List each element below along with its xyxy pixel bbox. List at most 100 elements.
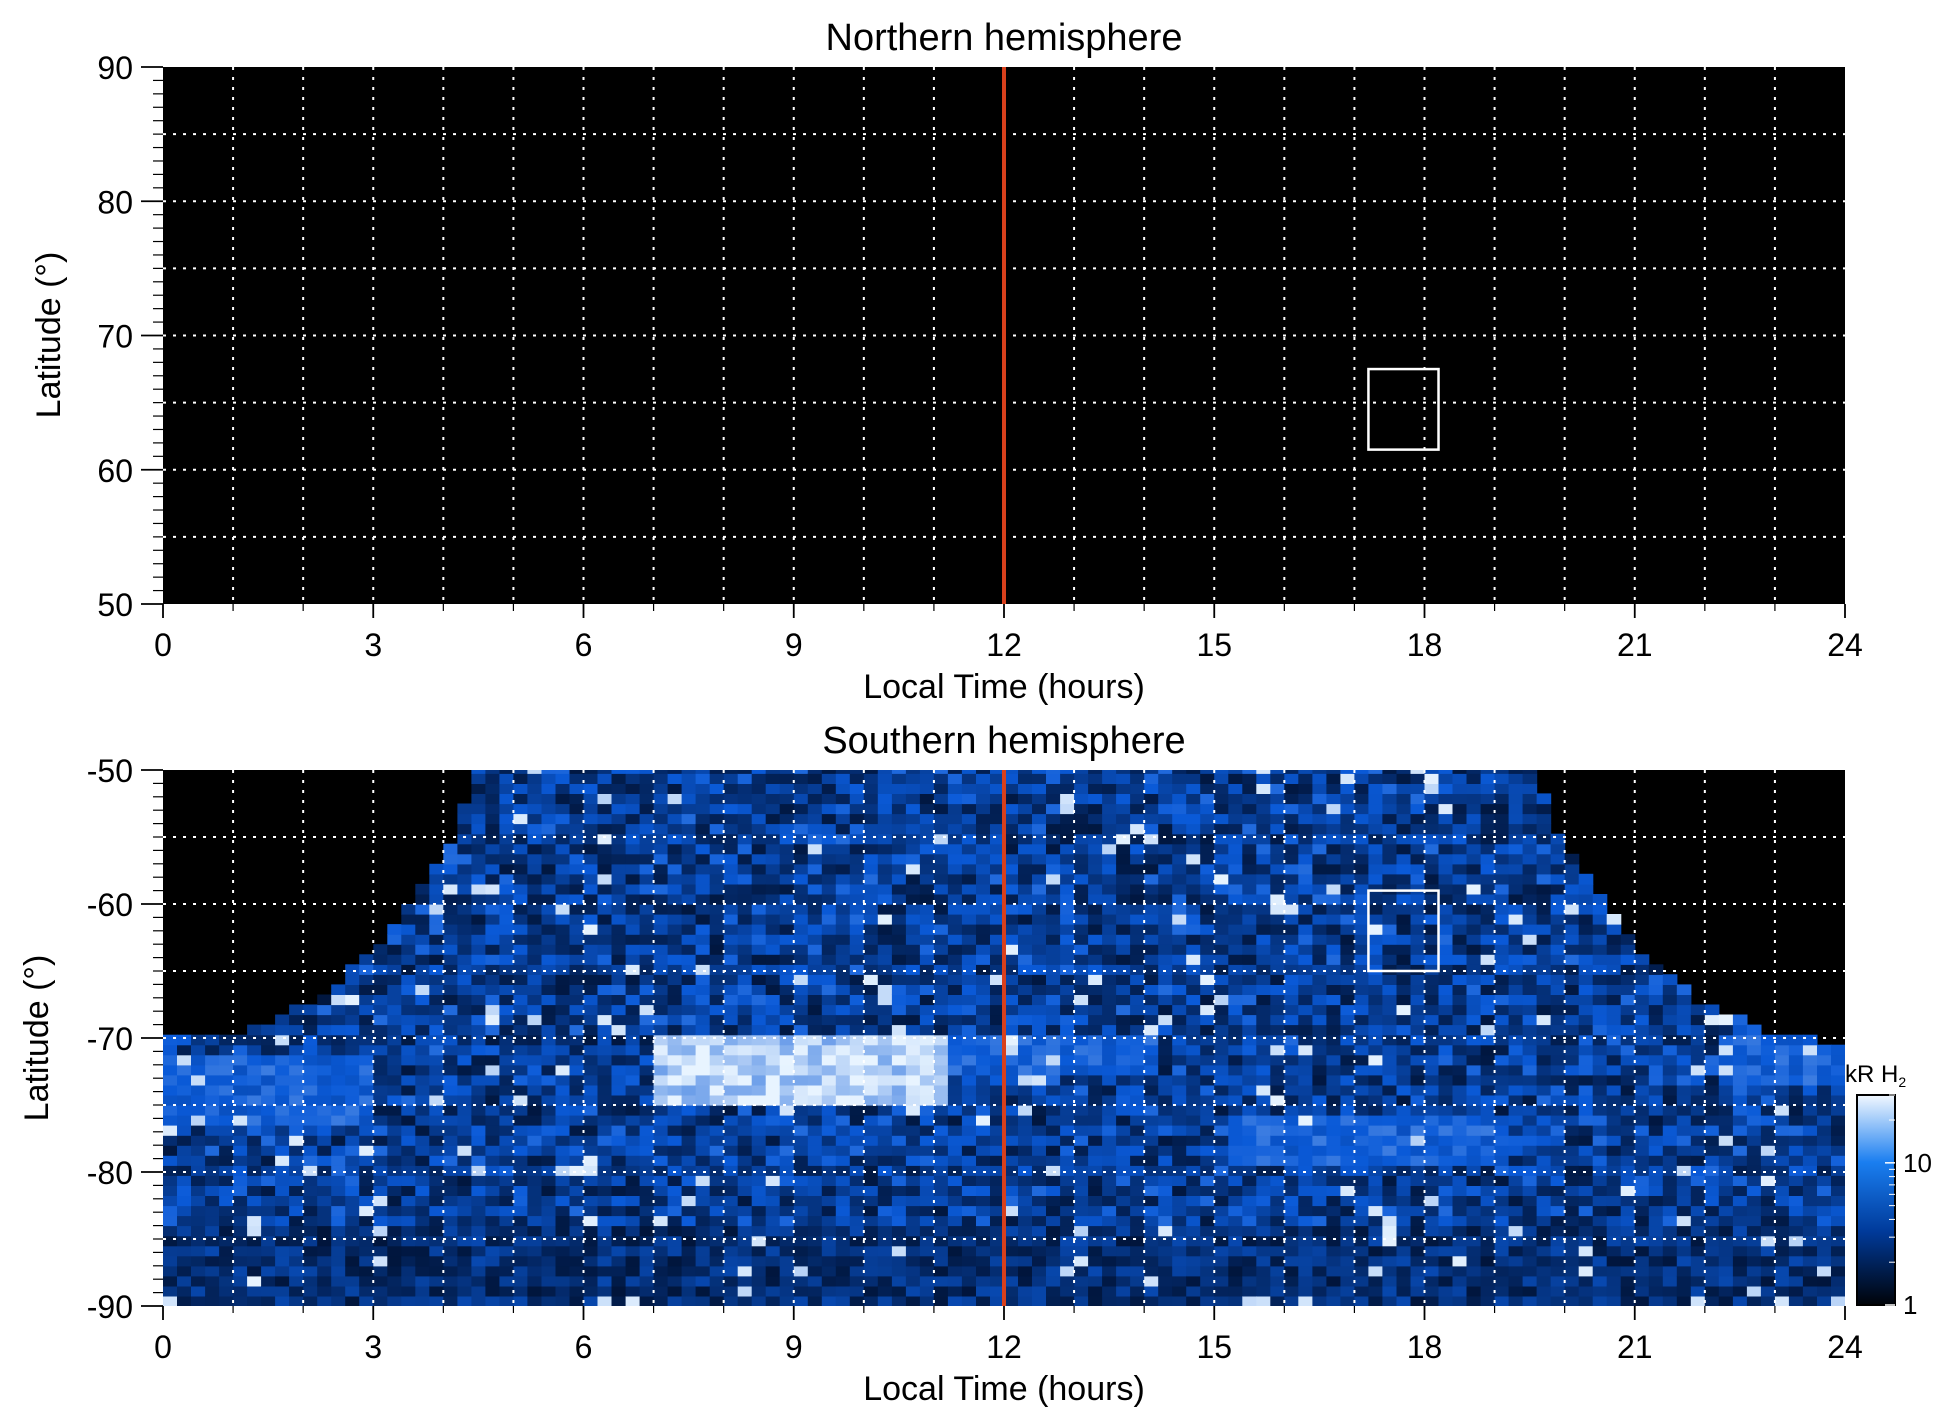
heatmap-cell <box>359 1084 374 1096</box>
heatmap-cell <box>1256 1024 1271 1036</box>
heatmap-cell <box>415 934 430 945</box>
heatmap-cell <box>667 873 683 885</box>
heatmap-cell <box>289 1165 304 1176</box>
heatmap-cell <box>289 1296 304 1306</box>
heatmap-cell <box>695 1145 711 1156</box>
heatmap-cell <box>681 1095 697 1106</box>
heatmap-cell <box>821 914 837 925</box>
heatmap-cell <box>1046 1115 1061 1126</box>
heatmap-cell <box>1312 863 1327 875</box>
heatmap-cell <box>359 1265 374 1277</box>
heatmap-cell <box>1466 1285 1482 1297</box>
heatmap-cell <box>1396 843 1412 855</box>
heatmap-cell <box>947 1135 963 1146</box>
heatmap-cell <box>163 1225 178 1237</box>
heatmap-cell <box>1214 803 1229 815</box>
heatmap-cell <box>1074 833 1089 845</box>
heatmap-cell <box>345 1064 360 1076</box>
heatmap-cell <box>1382 924 1397 935</box>
heatmap-cell <box>1046 803 1061 815</box>
heatmap-cell <box>919 1205 935 1217</box>
heatmap-cell <box>471 914 486 925</box>
heatmap-cell <box>1214 1175 1229 1186</box>
heatmap-cell <box>429 904 444 915</box>
heatmap-cell <box>1382 1296 1397 1306</box>
heatmap-cell <box>541 1275 557 1287</box>
heatmap-cell <box>429 1054 444 1066</box>
heatmap-cell <box>1396 1215 1412 1227</box>
heatmap-cell <box>303 1175 318 1186</box>
heatmap-cell <box>976 1125 991 1136</box>
heatmap-cell <box>1494 1275 1510 1287</box>
heatmap-cell <box>1018 853 1033 865</box>
heatmap-cell <box>639 984 655 995</box>
heatmap-cell <box>1522 1275 1538 1287</box>
heatmap-cell <box>1032 1074 1047 1086</box>
heatmap-cell <box>569 863 585 875</box>
heatmap-cell <box>793 1296 809 1306</box>
heatmap-cell <box>1508 1054 1524 1066</box>
heatmap-cell <box>1270 1275 1285 1287</box>
heatmap-cell <box>835 1044 851 1056</box>
heatmap-cell <box>1410 914 1426 925</box>
heatmap-cell <box>583 1034 599 1046</box>
heatmap-cell <box>723 813 739 825</box>
heatmap-cell <box>1172 1185 1187 1196</box>
heatmap-cell <box>1060 843 1075 855</box>
heatmap-cell <box>1242 1135 1257 1146</box>
heatmap-cell <box>1214 853 1229 865</box>
heatmap-cell <box>205 1235 220 1247</box>
heatmap-cell <box>723 1245 739 1257</box>
heatmap-cell <box>541 823 557 835</box>
heatmap-cell <box>933 1255 949 1267</box>
heatmap-cell <box>1088 1105 1103 1116</box>
heatmap-cell <box>541 843 557 855</box>
heatmap-cell <box>275 1024 290 1036</box>
heatmap-cell <box>373 1185 388 1196</box>
heatmap-cell <box>541 853 557 865</box>
heatmap-cell <box>611 1195 627 1207</box>
heatmap-cell <box>891 944 907 955</box>
heatmap-cell <box>653 1275 669 1287</box>
heatmap-cell <box>976 773 991 784</box>
heatmap-cell <box>737 813 753 825</box>
heatmap-cell <box>1284 964 1299 975</box>
heatmap-cell <box>1242 1115 1257 1126</box>
heatmap-cell <box>765 964 781 975</box>
heatmap-cell <box>233 1185 248 1196</box>
heatmap-cell <box>1508 813 1524 825</box>
heatmap-cell <box>1270 803 1285 815</box>
heatmap-cell <box>695 894 711 905</box>
heatmap-cell <box>429 1245 444 1257</box>
heatmap-cell <box>569 1165 585 1176</box>
heatmap-cell <box>681 1165 697 1176</box>
heatmap-cell <box>639 813 655 825</box>
heatmap-cell <box>1130 853 1145 865</box>
heatmap-cell <box>555 1064 571 1076</box>
heatmap-cell <box>191 1155 206 1166</box>
heatmap-cell <box>723 914 739 925</box>
heatmap-cell <box>1522 1255 1538 1267</box>
heatmap-cell <box>695 1135 711 1146</box>
heatmap-cell <box>1004 1135 1019 1146</box>
heatmap-cell <box>177 1185 192 1196</box>
heatmap-cell <box>1088 1235 1103 1247</box>
heatmap-cell <box>1340 934 1355 945</box>
heatmap-cell <box>219 1135 234 1146</box>
heatmap-cell <box>1214 1205 1229 1217</box>
heatmap-cell <box>1298 803 1313 815</box>
heatmap-cell <box>1242 1064 1257 1076</box>
heatmap-cell <box>1522 813 1538 825</box>
heatmap-cell <box>905 934 921 945</box>
heatmap-cell <box>1340 1275 1355 1287</box>
heatmap-cell <box>247 1034 262 1046</box>
heatmap-cell <box>1466 1084 1482 1096</box>
heatmap-cell <box>1452 883 1468 895</box>
heatmap-cell <box>1368 773 1383 784</box>
heatmap-cell <box>387 964 402 975</box>
heatmap-cell <box>1116 954 1131 965</box>
heatmap-cell <box>793 1004 809 1016</box>
heatmap-cell <box>947 1296 963 1306</box>
heatmap-cell <box>961 1205 977 1217</box>
heatmap-cell <box>891 1285 907 1297</box>
